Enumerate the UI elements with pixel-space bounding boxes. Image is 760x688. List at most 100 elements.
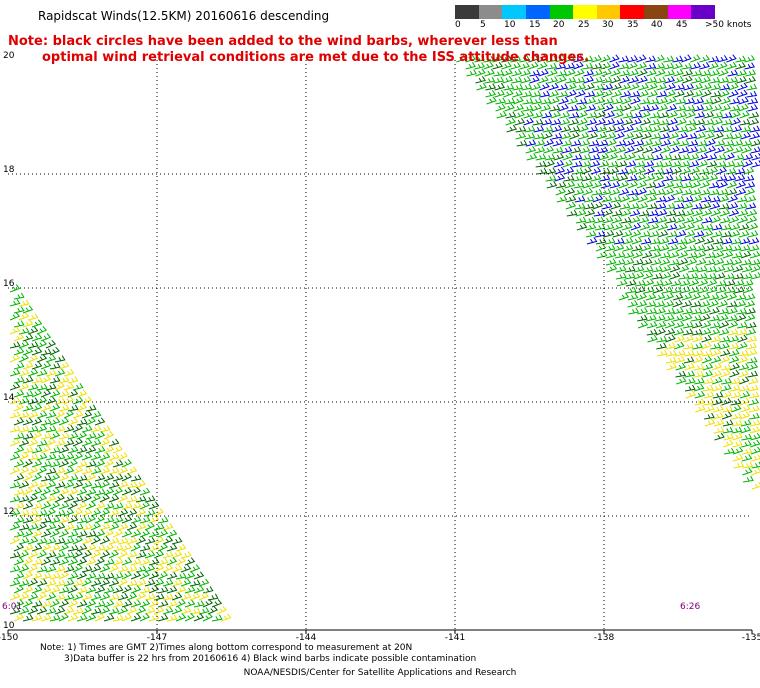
wind-barb [739,110,750,119]
wind-barb [688,153,700,161]
wind-barb [40,543,52,552]
wind-barb [9,312,21,321]
wind-barb [81,452,93,461]
wind-barb [643,278,655,287]
wind-barb [31,614,43,622]
wind-barb [117,606,129,615]
wind-barb [184,612,195,622]
wind-barb [661,278,673,287]
wind-barb [666,362,678,371]
wind-barb [103,473,115,482]
wind-barb [649,111,661,119]
lat-tick-label: 10 [3,621,15,631]
wind-barb [675,229,687,238]
wind-barb [193,585,205,594]
wind-barb [544,159,555,168]
wind-barb [40,529,52,538]
wind-barb [709,69,721,77]
wind-barb [682,69,693,77]
wind-barb [704,251,716,259]
lon-tick-label: -135 [742,633,760,643]
wind-barb [573,55,585,63]
wind-barb [613,237,625,245]
wind-barb [85,543,97,552]
wind-barb [40,348,52,356]
wind-barb [623,124,635,133]
wind-barb [180,606,192,615]
wind-barb [721,411,733,420]
wind-barb [148,544,160,552]
wind-barb [637,201,649,210]
note-line-1: Note: black circles have been added to t… [8,34,558,49]
wind-barb [664,76,675,84]
wind-barb [665,334,676,343]
wind-barb [22,305,34,314]
wind-barb [600,62,611,70]
wind-barb [703,118,715,126]
wind-barb [130,558,142,566]
wind-barb [180,551,192,559]
wind-barb [189,592,201,601]
wind-barb [180,564,192,573]
wind-barb [72,452,84,461]
wind-barb [456,54,467,63]
wind-barb [546,181,558,189]
wind-barb [562,159,574,168]
wind-barb [189,579,201,587]
wind-barb [606,138,617,147]
wind-barb [585,223,597,231]
wind-barb [40,572,52,580]
wind-barb [682,313,693,322]
wind-barb [699,62,710,70]
wind-barb [673,195,685,203]
wind-barb [578,124,589,133]
wind-barb [554,166,566,175]
wind-barb [541,118,553,126]
wind-barb [547,76,558,84]
wind-barb [49,487,61,496]
wind-barb [536,167,548,175]
wind-barb [648,230,660,238]
wind-barb [558,96,569,105]
wind-barb [49,473,61,482]
wind-barb [516,139,528,147]
wind-barb [720,369,731,378]
wind-barb [63,593,75,601]
wind-barb [494,82,506,91]
wind-barb [36,369,48,377]
wind-barb [690,300,702,308]
wind-barb [72,508,84,517]
time-label-right: 6:26 [680,602,700,612]
wind-barb [90,549,102,559]
legend-label: 20 [553,20,565,30]
legend-swatch [478,5,503,19]
wind-barb [635,166,647,175]
wind-barb [9,481,21,489]
wind-barb [730,237,742,245]
wind-barb [27,523,39,531]
wind-barb [130,515,142,524]
wind-barb [13,459,25,468]
wind-barb [27,564,39,573]
wind-barb [710,215,722,224]
wind-barb [45,369,57,377]
wind-barbs [9,54,760,622]
wind-barb [574,202,586,210]
wind-barb [696,272,708,280]
wind-barb [688,160,700,168]
wind-barb [681,181,693,189]
wind-barb [117,480,129,489]
wind-barb [674,334,685,343]
wind-barb [534,139,546,147]
wind-barb [175,556,186,566]
wind-barb [639,230,651,238]
wind-barb [54,410,66,419]
wind-barb [633,271,645,280]
wind-barb [576,103,587,112]
wind-barb [40,516,52,524]
wind-barb [728,215,740,224]
wind-barb [49,614,61,622]
wind-barb [745,69,757,77]
wind-barb [580,160,592,168]
wind-barb [81,523,93,531]
